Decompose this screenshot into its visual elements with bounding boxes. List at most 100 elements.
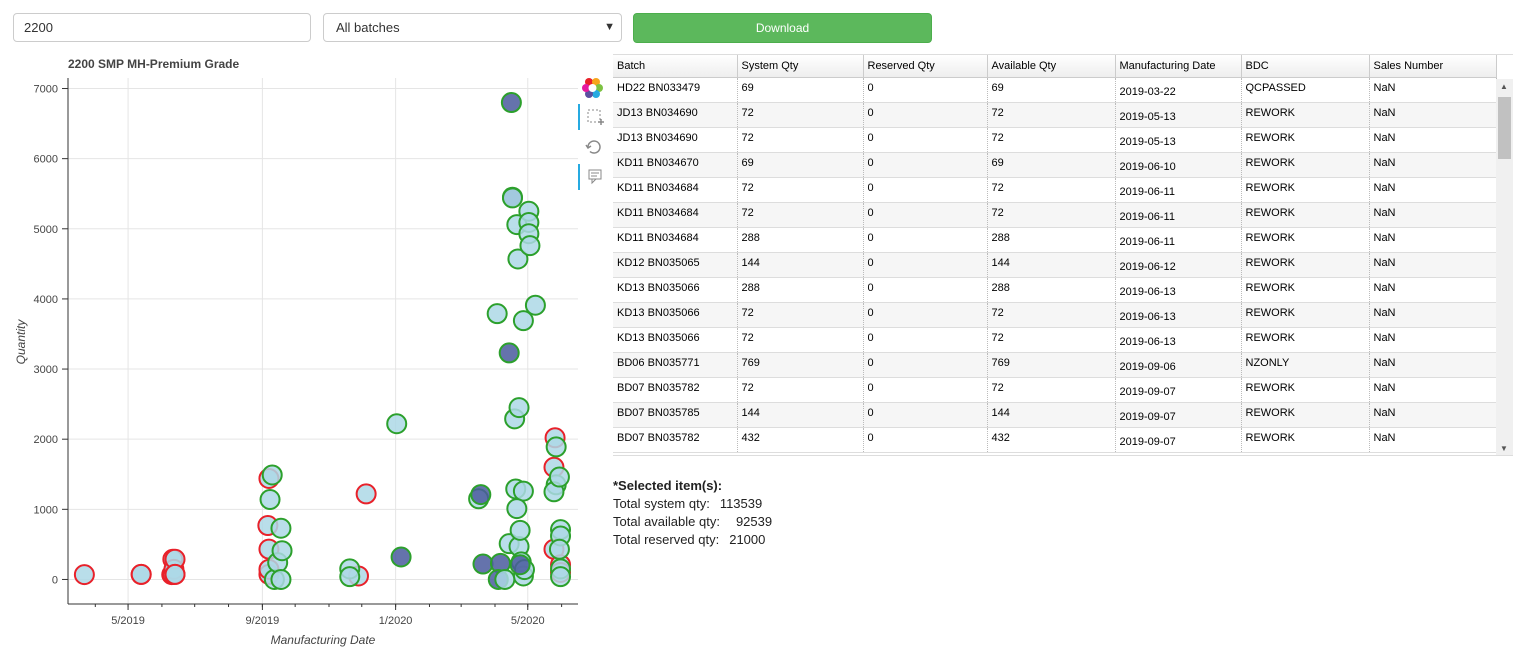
table-cell: 0 bbox=[863, 352, 988, 378]
data-point[interactable] bbox=[509, 554, 531, 576]
data-point[interactable] bbox=[519, 235, 541, 257]
table-row[interactable]: BD06 BN035771 769 0 769 2019-09-06 NZONLY NaN bbox=[613, 352, 1497, 378]
table-cell: 0 bbox=[863, 77, 988, 103]
table-cell: NaN bbox=[1369, 152, 1497, 178]
table-cell: 288 bbox=[987, 277, 1116, 303]
table-row[interactable]: BD07 BN035782 72 0 72 2019-09-07 REWORK NaN bbox=[613, 377, 1497, 403]
data-point[interactable] bbox=[508, 397, 530, 419]
chevron-down-icon: ▼ bbox=[604, 21, 615, 33]
table-row[interactable]: KD13 BN035066 288 0 288 2019-06-13 REWORK NaN bbox=[613, 277, 1497, 303]
data-point[interactable] bbox=[339, 566, 361, 588]
table-cell: 2019-09-07 bbox=[1115, 377, 1242, 403]
column-header-bdc[interactable]: BDC bbox=[1241, 55, 1370, 78]
data-point[interactable] bbox=[355, 483, 377, 505]
scroll-up-icon[interactable]: ▲ bbox=[1500, 82, 1508, 91]
table-row[interactable]: JD13 BN034690 72 0 72 2019-05-13 REWORK NaN bbox=[613, 102, 1497, 128]
table-cell: 144 bbox=[987, 252, 1116, 278]
data-point[interactable] bbox=[470, 484, 492, 506]
batch-select[interactable]: All batches ▼ bbox=[323, 13, 622, 42]
data-point[interactable] bbox=[259, 489, 281, 511]
data-point[interactable] bbox=[548, 466, 570, 488]
table-row[interactable]: KD13 BN035066 72 0 72 2019-06-13 REWORK NaN bbox=[613, 302, 1497, 328]
bokeh-logo-icon[interactable] bbox=[578, 76, 608, 102]
data-point[interactable] bbox=[509, 519, 531, 541]
table-row[interactable]: KD11 BN034684 72 0 72 2019-06-11 REWORK NaN bbox=[613, 202, 1497, 228]
table-row[interactable]: KD11 BN034684 72 0 72 2019-06-11 REWORK NaN bbox=[613, 177, 1497, 203]
table-cell: KD12 BN035065 bbox=[613, 252, 738, 278]
table-scrollbar[interactable]: ▲ ▼ bbox=[1496, 79, 1513, 455]
data-point[interactable] bbox=[507, 248, 529, 270]
table-cell: 69 bbox=[737, 152, 864, 178]
table-cell: NaN bbox=[1369, 277, 1497, 303]
total-system-label: Total system qty: bbox=[613, 496, 710, 511]
batch-table[interactable]: Batch System Qty Reserved Qty Available … bbox=[613, 54, 1513, 456]
table-cell: 2019-05-13 bbox=[1115, 102, 1242, 128]
table-cell: REWORK bbox=[1241, 377, 1370, 403]
table-cell: 0 bbox=[863, 277, 988, 303]
x-axis-label: Manufacturing Date bbox=[271, 633, 376, 647]
reset-icon[interactable] bbox=[578, 134, 608, 160]
data-point[interactable] bbox=[390, 546, 412, 568]
hover-icon[interactable] bbox=[578, 164, 610, 190]
table-cell: 2019-06-13 bbox=[1115, 327, 1242, 353]
column-header-batch[interactable]: Batch bbox=[613, 55, 738, 78]
scroll-down-icon[interactable]: ▼ bbox=[1500, 444, 1508, 453]
table-cell: REWORK bbox=[1241, 277, 1370, 303]
table-row[interactable]: KD11 BN034670 69 0 69 2019-06-10 REWORK NaN bbox=[613, 152, 1497, 178]
data-point[interactable] bbox=[73, 564, 95, 586]
data-point[interactable] bbox=[270, 517, 292, 539]
table-row[interactable]: KD11 BN034684 288 0 288 2019-06-11 REWORK NaN bbox=[613, 227, 1497, 253]
data-point[interactable] bbox=[261, 464, 283, 486]
scroll-thumb[interactable] bbox=[1498, 97, 1511, 159]
table-cell: NaN bbox=[1369, 77, 1497, 103]
data-point[interactable] bbox=[386, 413, 408, 435]
data-point[interactable] bbox=[472, 553, 494, 575]
table-row[interactable]: KD13 BN035066 72 0 72 2019-06-13 REWORK NaN bbox=[613, 327, 1497, 353]
column-header-system-qty[interactable]: System Qty bbox=[737, 55, 864, 78]
data-point[interactable] bbox=[512, 480, 534, 502]
table-cell: 2019-09-07 bbox=[1115, 427, 1242, 453]
table-row[interactable]: HD22 BN033479 69 0 69 2019-03-22 QCPASSED NaN bbox=[613, 77, 1497, 103]
table-cell: 69 bbox=[987, 77, 1116, 103]
data-point[interactable] bbox=[501, 187, 523, 209]
table-row[interactable]: BD07 BN035785 144 0 144 2019-09-07 REWORK NaN bbox=[613, 402, 1497, 428]
table-row[interactable]: KD12 BN035065 144 0 144 2019-06-12 REWORK NaN bbox=[613, 252, 1497, 278]
table-row[interactable]: JD13 BN034690 72 0 72 2019-05-13 REWORK NaN bbox=[613, 127, 1497, 153]
data-point[interactable] bbox=[512, 310, 534, 332]
box-zoom-icon[interactable] bbox=[578, 104, 610, 130]
data-point[interactable] bbox=[548, 538, 570, 560]
table-cell: 0 bbox=[863, 377, 988, 403]
data-point[interactable] bbox=[271, 540, 293, 562]
column-header-sales-number[interactable]: Sales Number bbox=[1369, 55, 1497, 78]
data-point[interactable] bbox=[486, 303, 508, 325]
total-reserved-label: Total reserved qty: bbox=[613, 532, 720, 547]
data-point[interactable] bbox=[524, 294, 546, 316]
table-cell: BD07 BN035782 bbox=[613, 377, 738, 403]
total-available-label: Total available qty: bbox=[613, 514, 720, 529]
table-cell: JD13 BN034690 bbox=[613, 127, 738, 153]
data-point[interactable] bbox=[506, 498, 528, 520]
data-point[interactable] bbox=[130, 563, 152, 585]
table-cell: NaN bbox=[1369, 377, 1497, 403]
product-search-input[interactable]: 2200 bbox=[13, 13, 311, 42]
column-header-available-qty[interactable]: Available Qty bbox=[987, 55, 1116, 78]
column-header-manufacturing-date[interactable]: Manufacturing Date bbox=[1115, 55, 1242, 78]
table-cell: KD13 BN035066 bbox=[613, 277, 738, 303]
table-cell: 2019-09-07 bbox=[1115, 402, 1242, 428]
download-button[interactable]: Download bbox=[633, 13, 932, 43]
data-point[interactable] bbox=[164, 563, 186, 585]
data-point[interactable] bbox=[270, 568, 292, 590]
data-point[interactable] bbox=[545, 436, 567, 458]
scatter-chart[interactable]: 0 1000 2000 3000 4000 5000 6000 7000 5/2019 9/201… bbox=[0, 70, 578, 656]
data-point[interactable] bbox=[494, 568, 516, 590]
data-point[interactable] bbox=[500, 92, 522, 114]
data-point[interactable] bbox=[498, 342, 520, 364]
table-cell: 72 bbox=[987, 327, 1116, 353]
table-cell: 2019-06-13 bbox=[1115, 302, 1242, 328]
column-header-reserved-qty[interactable]: Reserved Qty bbox=[863, 55, 988, 78]
table-row[interactable]: BD07 BN035782 432 0 432 2019-09-07 REWORK NaN bbox=[613, 427, 1497, 453]
table-cell: 2019-06-10 bbox=[1115, 152, 1242, 178]
table-cell: REWORK bbox=[1241, 227, 1370, 253]
y-tick-label: 3000 bbox=[34, 364, 58, 376]
data-point[interactable] bbox=[550, 566, 572, 588]
